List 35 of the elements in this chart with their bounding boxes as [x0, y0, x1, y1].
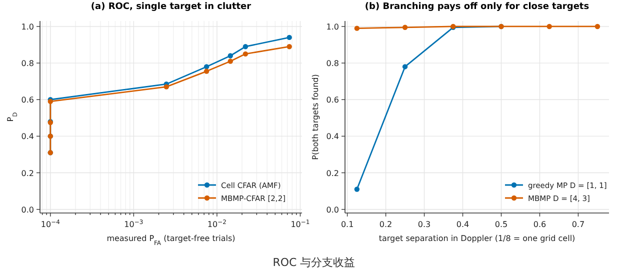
point: [546, 24, 552, 30]
point: [402, 64, 408, 70]
x-tick-label: 0.7: [572, 220, 585, 229]
x-tick-label: 0.5: [494, 220, 508, 229]
y-tick-label: 1.0: [21, 22, 34, 32]
x-tick-label: 0.3: [418, 220, 431, 229]
x-tick-label: 0.6: [533, 220, 546, 229]
x-tick-label: 10$^{−4}$: [40, 218, 60, 229]
y-tick-label: 0.4: [326, 132, 339, 142]
x-tick-label: 0.2: [379, 220, 392, 229]
y-tick-label: 0.8: [326, 59, 339, 68]
y-tick-label: 0.0: [21, 205, 34, 214]
y-tick-label: 0.6: [21, 96, 34, 105]
text: ROC 与分支收益: [272, 256, 356, 269]
y-axis-title: P(both targets found): [311, 74, 320, 160]
x-tick-label: 10$^{−3}$: [124, 218, 144, 229]
point: [354, 26, 360, 31]
point: [354, 186, 360, 192]
x-tick-label: 10$^{−1}$: [290, 218, 310, 229]
y-tick-label: 0.6: [326, 96, 339, 105]
x-tick-label: 0.1: [340, 220, 354, 229]
point: [402, 24, 408, 30]
y-tick-label: 0.8: [21, 59, 34, 68]
y-tick-label: 0.0: [326, 205, 339, 214]
y-tick-label: 1.0: [326, 22, 339, 32]
x-tick-label: 0.4: [456, 220, 470, 229]
y-tick-label: 0.4: [21, 132, 34, 142]
y-tick-label: 0.2: [326, 168, 339, 178]
chart-title: (b) Branching pays off only for close targets: [364, 2, 590, 12]
y-tick-label: 0.2: [21, 168, 34, 178]
chart-title: (a) ROC, single target in clutter: [90, 2, 252, 12]
point: [594, 24, 600, 30]
x-axis-title: measured P$_{FA}$ (target-free trials): [106, 234, 236, 246]
x-tick-label: 10$^{−2}$: [207, 218, 227, 229]
x-axis-title: target separation in Doppler (1/8 = one grid cell): [378, 234, 576, 243]
